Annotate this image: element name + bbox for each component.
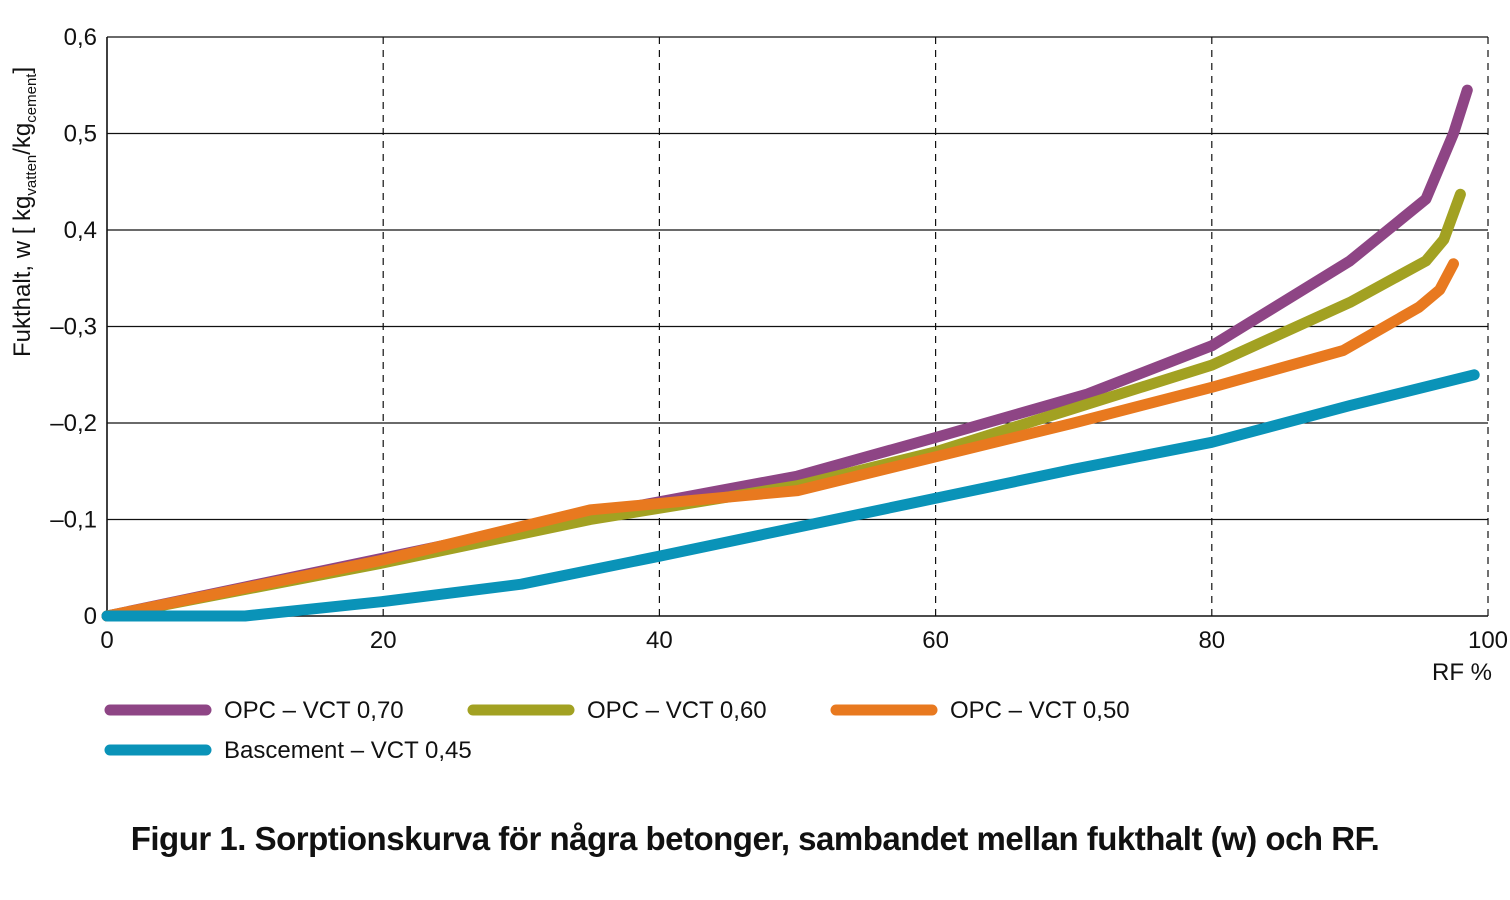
x-tick-label-2: 40 — [646, 627, 673, 654]
y-axis-label-main: Fukthalt, w [ kg — [9, 196, 36, 357]
series-lines — [101, 84, 1480, 622]
y-axis-label-mid: /kg — [9, 123, 36, 155]
series-line-1 — [101, 188, 1466, 622]
y-tick-label-0: 0 — [84, 603, 97, 630]
grid — [107, 36, 1489, 616]
y-axis-label: Fukthalt, w [ kgvatten/kgcement] — [9, 67, 40, 357]
y-tick-label-3: –0,3 — [50, 314, 97, 341]
x-tick-label-0: 0 — [100, 627, 113, 654]
y-tick-label-2: –0,2 — [50, 410, 97, 437]
legend-label-0: OPC – VCT 0,70 — [224, 697, 404, 724]
x-tick-label-4: 80 — [1198, 627, 1225, 654]
legend-label-1: OPC – VCT 0,60 — [587, 697, 767, 724]
tick-labels: 0 –0,1 –0,2 –0,3 0,4 0,5 0,6 0 20 40 60 80 100 — [50, 24, 1508, 654]
x-tick-label-1: 20 — [370, 627, 397, 654]
x-tick-label-5: 100 — [1468, 627, 1508, 654]
x-axis-label: RF % — [1432, 659, 1492, 686]
y-tick-label-4: 0,4 — [64, 217, 97, 244]
axes — [106, 37, 1488, 617]
legend-label-2: OPC – VCT 0,50 — [950, 697, 1130, 724]
y-axis-label-sub-vatten: vatten — [23, 155, 40, 196]
series-line-2 — [101, 258, 1459, 622]
y-tick-label-5: 0,5 — [64, 121, 97, 148]
series-line-0 — [101, 84, 1473, 622]
series-line-3 — [101, 369, 1480, 622]
x-tick-label-3: 60 — [922, 627, 949, 654]
y-axis-label-end: ] — [9, 67, 36, 74]
y-axis-label-sub-cement: cement — [23, 73, 40, 123]
legend: OPC – VCT 0,70 OPC – VCT 0,60 OPC – VCT 0,… — [104, 697, 1130, 764]
y-tick-label-1: –0,1 — [50, 507, 97, 534]
figure-caption: Figur 1. Sorptionskurva för några betong… — [130, 820, 1380, 857]
legend-label-3: Bascement – VCT 0,45 — [224, 737, 472, 764]
y-tick-label-6: 0,6 — [64, 24, 97, 51]
